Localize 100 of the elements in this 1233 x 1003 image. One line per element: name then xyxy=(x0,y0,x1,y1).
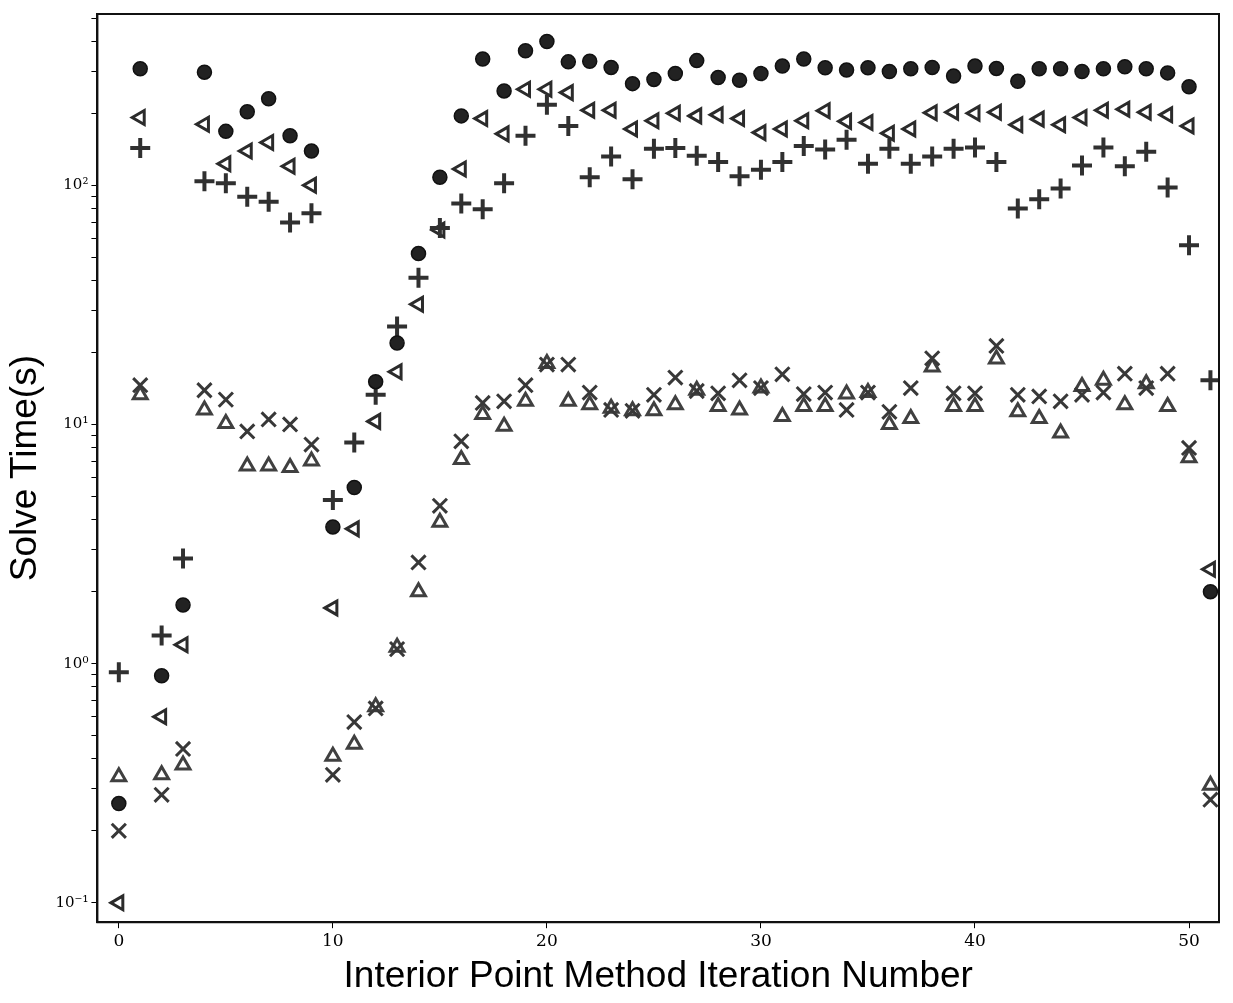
point xyxy=(770,150,795,175)
point xyxy=(431,512,449,528)
point xyxy=(453,108,470,124)
point xyxy=(602,398,620,414)
point xyxy=(1027,187,1052,212)
point xyxy=(1009,386,1027,404)
point xyxy=(688,382,706,400)
point xyxy=(667,65,684,82)
point xyxy=(149,623,174,648)
point xyxy=(773,365,791,383)
point xyxy=(1116,365,1134,383)
point xyxy=(688,380,706,396)
point xyxy=(492,171,517,196)
point xyxy=(323,599,339,617)
point xyxy=(1072,109,1088,126)
point xyxy=(1202,583,1219,600)
point xyxy=(903,60,919,77)
point xyxy=(1005,196,1030,221)
point xyxy=(1159,365,1177,383)
point xyxy=(858,114,874,131)
x-tick-label: 50 xyxy=(1178,929,1200,950)
point xyxy=(1009,402,1027,418)
point xyxy=(987,349,1005,365)
point xyxy=(1008,116,1024,134)
point xyxy=(474,51,491,67)
point xyxy=(838,401,856,419)
point xyxy=(1115,100,1131,118)
point xyxy=(581,383,599,402)
point xyxy=(474,394,492,412)
point xyxy=(431,497,449,515)
point xyxy=(192,169,217,194)
point xyxy=(282,128,298,144)
point xyxy=(813,137,838,162)
point xyxy=(1155,175,1180,200)
point xyxy=(816,396,834,412)
x-tick-label: 40 xyxy=(964,929,986,950)
point xyxy=(731,72,748,88)
point xyxy=(1048,176,1073,201)
point xyxy=(1116,395,1134,411)
point xyxy=(452,432,470,450)
point xyxy=(534,92,559,117)
point xyxy=(962,135,987,160)
point xyxy=(1202,775,1219,791)
point xyxy=(880,414,898,430)
point xyxy=(753,65,769,82)
point xyxy=(1159,65,1176,81)
point xyxy=(173,636,189,654)
point xyxy=(132,60,148,77)
point xyxy=(1070,153,1095,178)
point xyxy=(556,113,581,138)
point xyxy=(153,765,171,781)
point xyxy=(1095,60,1112,77)
point xyxy=(238,456,256,472)
point xyxy=(1159,396,1177,412)
point xyxy=(409,553,428,571)
point xyxy=(388,640,406,658)
point xyxy=(110,767,128,783)
point xyxy=(795,385,813,403)
point xyxy=(1029,110,1045,128)
point xyxy=(516,376,535,394)
point xyxy=(324,766,342,784)
point xyxy=(153,786,171,804)
point xyxy=(748,157,773,182)
point xyxy=(111,795,127,812)
point xyxy=(923,349,941,367)
point xyxy=(751,124,767,142)
point xyxy=(901,120,917,138)
point xyxy=(1158,106,1174,124)
point xyxy=(367,699,385,717)
point xyxy=(1094,370,1112,386)
point xyxy=(641,136,666,161)
point xyxy=(1180,439,1198,457)
point xyxy=(945,396,963,412)
point xyxy=(1052,392,1070,410)
point xyxy=(945,384,963,402)
point xyxy=(581,53,598,69)
point xyxy=(577,165,602,190)
point xyxy=(449,191,474,216)
point xyxy=(430,221,446,239)
point xyxy=(967,58,983,74)
point xyxy=(346,479,363,496)
y-axis-title: Solve Time(s) xyxy=(3,355,45,582)
point xyxy=(645,386,663,404)
point xyxy=(880,403,898,421)
point xyxy=(687,107,703,125)
point xyxy=(410,245,427,262)
point xyxy=(1112,154,1137,179)
point xyxy=(580,101,596,119)
point xyxy=(706,150,731,175)
point xyxy=(837,112,853,130)
point xyxy=(238,422,256,441)
point xyxy=(1010,73,1026,90)
point xyxy=(110,822,128,840)
point xyxy=(1051,116,1067,134)
point xyxy=(731,400,748,416)
point xyxy=(1073,377,1091,393)
point xyxy=(367,373,384,390)
point xyxy=(794,112,810,130)
point xyxy=(624,75,641,92)
point xyxy=(538,353,556,369)
